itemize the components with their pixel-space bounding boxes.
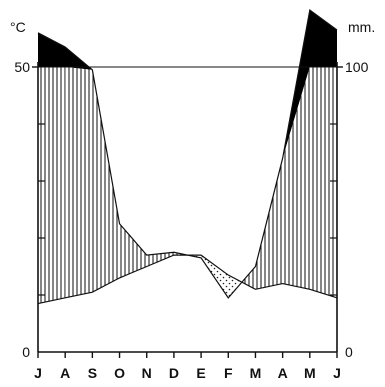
humid-area	[38, 67, 66, 304]
month-label-0: J	[34, 365, 42, 381]
humid-area	[65, 67, 93, 298]
left-tick-label-0: 0	[22, 344, 30, 360]
right-tick-label-0: 0	[345, 344, 353, 360]
month-label-11: J	[333, 365, 341, 381]
humid-area	[119, 223, 147, 278]
month-label-7: F	[224, 365, 233, 381]
left-axis-unit: °C	[10, 19, 26, 35]
humid-area	[92, 69, 120, 293]
area-fills	[38, 10, 337, 304]
month-label-3: O	[114, 365, 125, 381]
humid-area	[282, 67, 310, 290]
tick-labels: 50 0 100 0	[14, 59, 368, 360]
month-label-5: D	[169, 365, 179, 381]
month-label-4: N	[142, 365, 152, 381]
temperature-line	[37, 254, 338, 305]
right-tick-label-100: 100	[345, 59, 369, 75]
month-label-8: M	[250, 365, 262, 381]
month-label-9: A	[278, 365, 288, 381]
month-label-1: A	[60, 365, 70, 381]
precip-excess-area	[38, 10, 337, 298]
right-axis-unit: mm.	[348, 19, 375, 35]
humid-area	[309, 67, 337, 298]
humid-area	[255, 158, 283, 290]
series-lines	[37, 8, 338, 305]
humid-area	[146, 252, 174, 267]
left-tick-label-50: 50	[14, 59, 30, 75]
month-label-10: M	[304, 365, 316, 381]
month-label-6: E	[196, 365, 205, 381]
axis-ticks	[32, 66, 343, 358]
month-label-2: S	[88, 365, 97, 381]
